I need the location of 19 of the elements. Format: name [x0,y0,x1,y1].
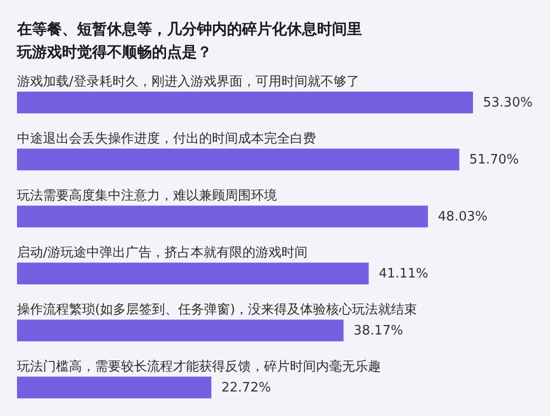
y-tick-label: 中途退出会丢失操作进度，付出的时间成本完全白费 [17,130,316,146]
bar [17,206,428,228]
y-tick-label: 启动/游玩途中弹出广告，挤占本就有限的游戏时间 [17,244,308,260]
y-tick-label: 玩法门槛高，需要较长流程才能获得反馈，碎片时间内毫无乐趣 [17,358,381,374]
y-tick-label: 游戏加载/登录耗时久，刚进入游戏界面，可用时间就不够了 [17,74,360,90]
bar [17,148,460,170]
chart-title: 在等餐、短暂休息等，几分钟内的碎片化休息时间里玩游戏时觉得不顺畅的点是？ [16,20,362,61]
bar [17,376,212,398]
bar [17,262,369,284]
y-tick-label: 操作流程繁琐(如多层签到、任务弹窗)，没来得及体验核心玩法就结束 [17,302,418,318]
data-label: 41.11% [378,266,428,282]
data-label: 51.70% [469,152,519,168]
data-label: 22.72% [221,380,271,396]
data-label: 53.30% [483,96,533,110]
bar [17,320,344,342]
data-label: 48.03% [438,210,488,224]
data-label: 38.17% [354,324,404,338]
bar [17,92,473,114]
y-tick-label: 玩法需要高度集中注意力，难以兼顾周围环境 [17,188,277,204]
